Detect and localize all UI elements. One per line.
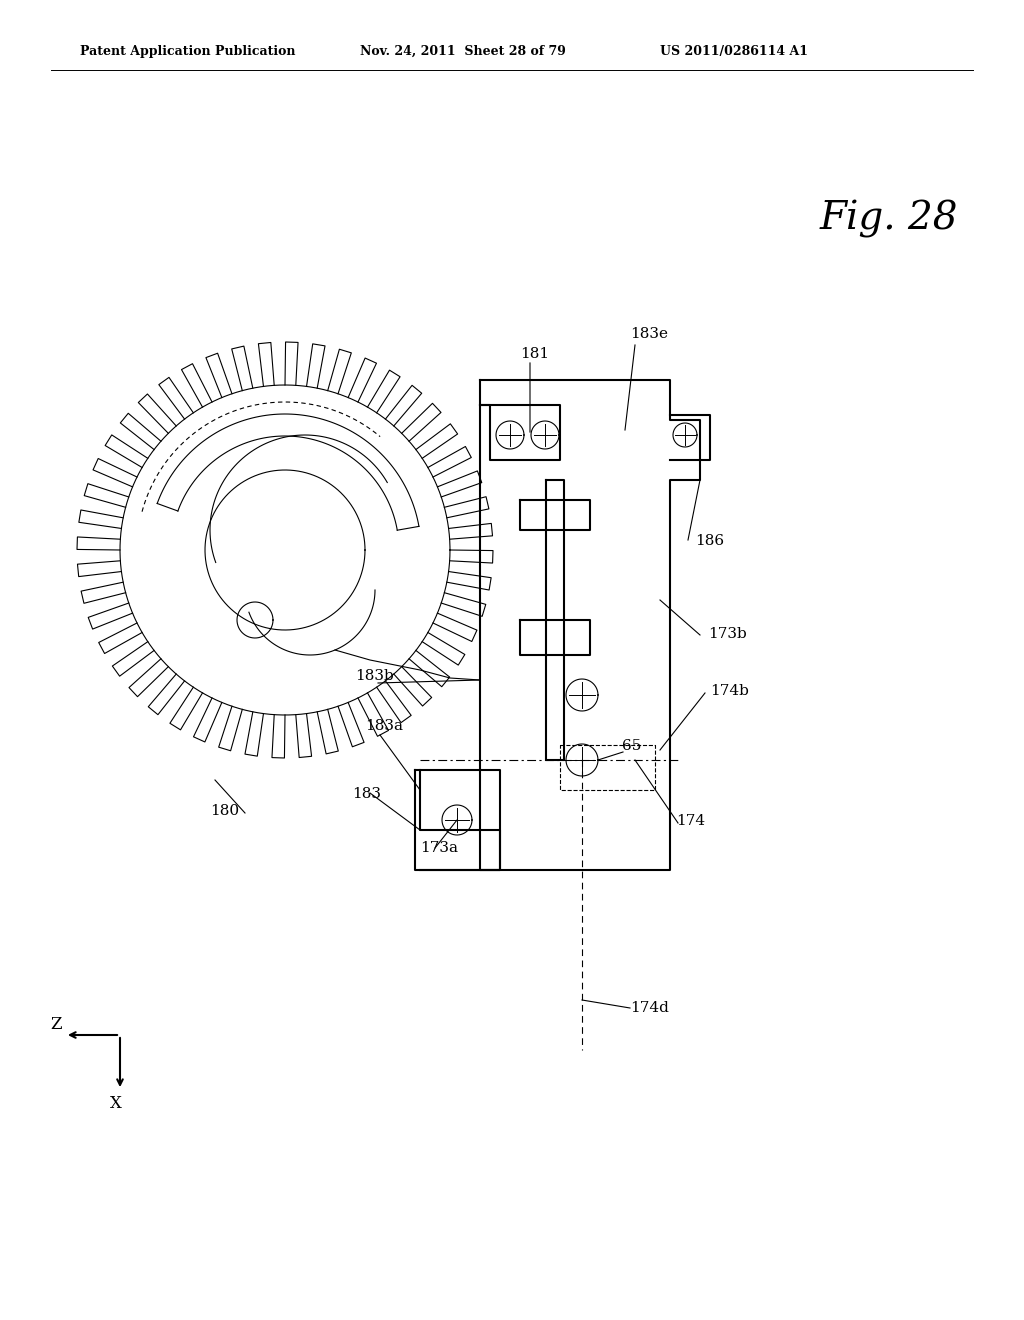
Text: 180: 180	[210, 804, 240, 818]
Text: Nov. 24, 2011  Sheet 28 of 79: Nov. 24, 2011 Sheet 28 of 79	[360, 45, 566, 58]
Text: 183a: 183a	[365, 719, 403, 733]
Text: 174b: 174b	[710, 684, 749, 698]
Text: Fig. 28: Fig. 28	[820, 201, 958, 239]
Text: 181: 181	[520, 347, 549, 360]
Text: 173b: 173b	[708, 627, 746, 642]
Text: 186: 186	[695, 535, 724, 548]
Text: X: X	[110, 1096, 122, 1111]
Text: Patent Application Publication: Patent Application Publication	[80, 45, 296, 58]
Text: 183b: 183b	[355, 669, 394, 682]
Text: 65: 65	[622, 739, 641, 752]
Text: 183: 183	[352, 787, 381, 801]
Text: US 2011/0286114 A1: US 2011/0286114 A1	[660, 45, 808, 58]
Text: Z: Z	[50, 1016, 61, 1034]
Text: 173a: 173a	[420, 841, 458, 855]
Text: 174: 174	[676, 814, 706, 828]
Text: 174d: 174d	[630, 1001, 669, 1015]
Text: 183e: 183e	[630, 327, 668, 341]
